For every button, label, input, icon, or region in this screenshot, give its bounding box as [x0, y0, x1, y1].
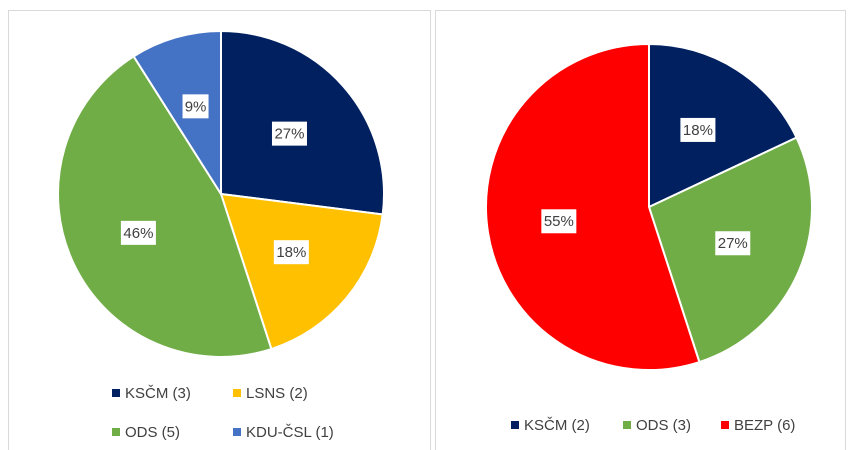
data-label: 9%: [185, 98, 207, 115]
legend-swatch: [511, 421, 519, 429]
data-label: 55%: [544, 213, 574, 230]
legend-label: ODS (3): [636, 417, 691, 434]
label-bg: [182, 94, 209, 119]
data-label: 27%: [274, 126, 304, 143]
data-label: 27%: [718, 235, 748, 252]
pie-slice: [648, 42, 798, 209]
legend-label: KSČM (3): [125, 385, 191, 402]
legend-swatch: [623, 421, 631, 429]
legend-label: LSNS (2): [246, 385, 308, 402]
label-bg: [541, 209, 577, 234]
data-label: 18%: [683, 122, 713, 139]
legend-label: BEZP (6): [734, 417, 795, 434]
legend-swatch: [112, 389, 120, 397]
label-bg: [120, 220, 156, 245]
pie-slice: [57, 54, 273, 358]
label-bg: [271, 121, 307, 146]
data-label: 46%: [123, 225, 153, 242]
label-bg: [273, 240, 309, 265]
legend-swatch: [233, 428, 241, 436]
data-label: 18%: [276, 244, 306, 261]
legend-label: KDU-ČSL (1): [246, 424, 334, 441]
label-bg: [680, 117, 716, 142]
pie-slice: [132, 29, 222, 198]
pie-slice: [219, 192, 384, 351]
legend-swatch: [112, 428, 120, 436]
pie-slice: [485, 42, 701, 371]
legend-swatch: [721, 421, 729, 429]
legend-label: KSČM (2): [524, 417, 590, 434]
legend-swatch: [233, 389, 241, 397]
legend-label: ODS (5): [125, 424, 180, 441]
label-bg: [715, 231, 751, 256]
